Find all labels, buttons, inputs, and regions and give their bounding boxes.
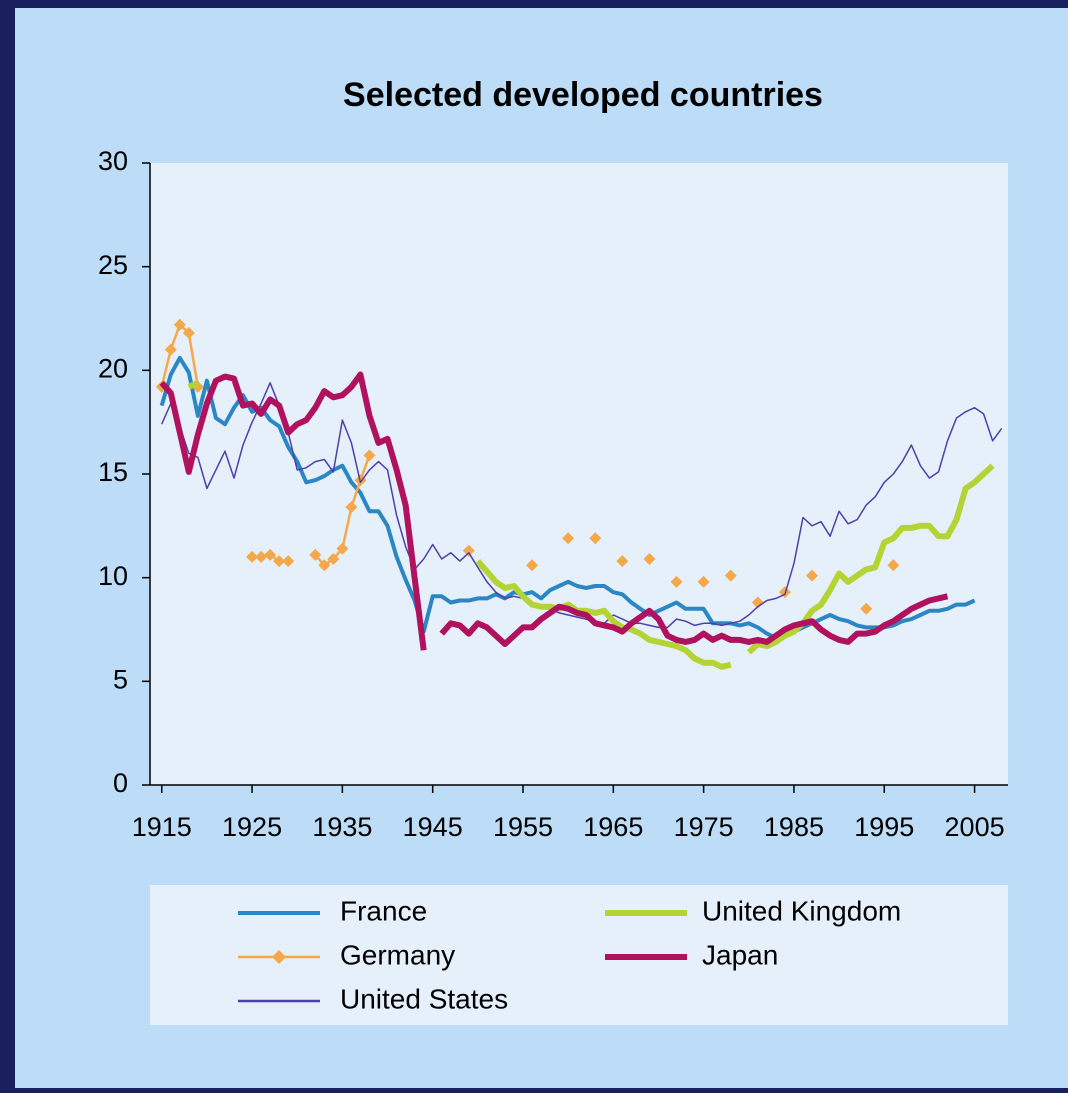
x-tick-label: 1955 [493,812,553,842]
data-point [264,548,277,561]
x-tick-label: 1995 [854,812,914,842]
data-point [697,575,710,588]
data-point [751,596,764,609]
data-point [318,559,331,572]
series-line [159,355,976,640]
data-point [616,555,629,568]
data-point [643,553,656,566]
data-point [887,559,900,572]
data-point [164,343,177,356]
data-point [182,327,195,340]
legend-label: France [340,895,427,926]
x-tick-label: 1985 [764,812,824,842]
x-tick-label: 1965 [583,812,643,842]
y-tick-label: 30 [98,146,128,176]
series-line [187,380,995,670]
series-line [159,371,949,651]
data-point [273,555,286,568]
y-tick-label: 20 [98,353,128,383]
legend-label: United States [340,983,508,1014]
legend-label: Germany [340,939,455,970]
data-point [173,318,186,331]
y-tick-label: 5 [113,664,128,694]
data-point [589,532,602,545]
x-tick-label: 1945 [403,812,463,842]
data-point [327,553,340,566]
data-point [670,575,683,588]
data-point [806,569,819,582]
legend-marker [272,950,286,964]
y-tick-label: 15 [98,457,128,487]
plot-area [150,163,1008,785]
data-point [526,559,539,572]
data-point [562,532,575,545]
data-point [282,555,295,568]
data-point [345,501,358,514]
x-tick-label: 1915 [132,812,192,842]
data-point [860,602,873,615]
legend-label: Japan [702,939,778,970]
data-point [255,550,268,563]
data-point [309,548,322,561]
data-point [246,550,259,563]
x-tick-label: 1925 [222,812,282,842]
chart-title: Selected developed countries [343,76,823,114]
data-point [724,569,737,582]
y-tick-label: 25 [98,250,128,280]
y-tick-label: 10 [98,561,128,591]
series-line [161,382,1003,629]
data-point [363,449,376,462]
y-tick-label: 0 [113,768,128,798]
x-tick-label: 1975 [674,812,734,842]
x-tick-label: 2005 [945,812,1005,842]
legend-label: United Kingdom [702,895,901,926]
x-tick-label: 1935 [312,812,372,842]
data-point [336,542,349,555]
data-point [462,544,475,557]
